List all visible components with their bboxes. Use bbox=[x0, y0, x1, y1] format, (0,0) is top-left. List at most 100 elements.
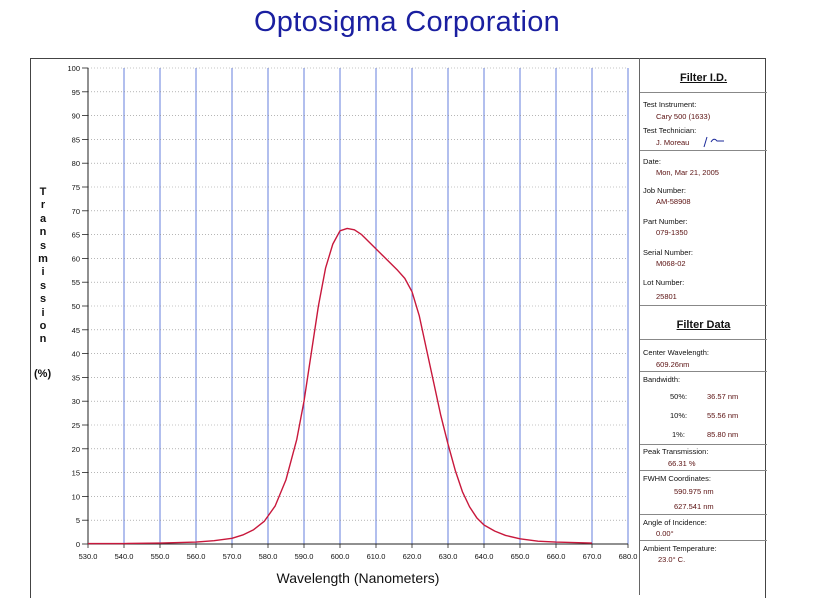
bw50-label: 50%: bbox=[670, 392, 688, 401]
y-label-letter: T bbox=[39, 186, 47, 198]
y-tick-label: 25 bbox=[72, 421, 80, 430]
y-tick-label: 50 bbox=[72, 302, 80, 311]
x-tick-label: 600.0 bbox=[331, 552, 350, 561]
test-technician-value: J. Moreau bbox=[656, 138, 690, 147]
x-tick-label: 590.0 bbox=[295, 552, 314, 561]
info-panel: Filter I.D. Test Instrument: Cary 500 (1… bbox=[639, 58, 767, 595]
bw1-label: 1%: bbox=[672, 430, 685, 439]
center-wavelength-value: 609.26nm bbox=[656, 360, 690, 369]
test-technician-label: Test Technician: bbox=[643, 126, 697, 135]
part-number-label: Part Number: bbox=[643, 217, 688, 226]
bw50-value: 36.57 nm bbox=[707, 392, 739, 401]
x-tick-label: 550.0 bbox=[151, 552, 170, 561]
y-tick-label: 0 bbox=[76, 540, 80, 549]
y-tick-label: 90 bbox=[72, 112, 80, 121]
y-tick-label: 40 bbox=[72, 350, 80, 359]
page-title: Optosigma Corporation bbox=[253, 6, 561, 38]
transmission-curve bbox=[88, 227, 593, 545]
ambient-temperature-label: Ambient Temperature: bbox=[643, 544, 717, 553]
lot-number-label: Lot Number: bbox=[643, 278, 685, 287]
bw10-label: 10%: bbox=[670, 411, 688, 420]
filter-id-heading: Filter I.D. bbox=[679, 72, 728, 84]
y-tick-label: 60 bbox=[72, 254, 80, 263]
x-tick-label: 630.0 bbox=[439, 552, 458, 561]
y-label-letter: n bbox=[39, 226, 47, 239]
x-tick-label: 660.0 bbox=[547, 552, 566, 561]
angle-of-incidence-value: 0.00° bbox=[656, 529, 674, 538]
y-tick-label: 65 bbox=[72, 231, 80, 240]
bw10-value: 55.56 nm bbox=[707, 411, 739, 420]
y-tick-label: 10 bbox=[72, 492, 80, 501]
y-axis-label: T r a n s m i s s i o n bbox=[36, 186, 50, 347]
panel-divider bbox=[640, 470, 767, 471]
bw1-value: 85.80 nm bbox=[707, 430, 739, 439]
angle-of-incidence-label: Angle of Incidence: bbox=[643, 518, 707, 527]
y-tick-label: 75 bbox=[72, 183, 80, 192]
panel-divider bbox=[640, 371, 767, 372]
panel-divider bbox=[640, 444, 767, 445]
filter-data-heading: Filter Data bbox=[676, 319, 731, 331]
y-label-letter: n bbox=[39, 333, 47, 346]
panel-divider bbox=[640, 514, 767, 515]
y-tick-label: 5 bbox=[76, 516, 80, 525]
x-tick-label: 570.0 bbox=[223, 552, 242, 561]
test-instrument-value: Cary 500 (1633) bbox=[656, 112, 711, 121]
panel-divider bbox=[640, 305, 767, 306]
y-label-letter: r bbox=[40, 199, 46, 212]
technician-signature-mark bbox=[703, 136, 724, 148]
panel-divider bbox=[640, 92, 767, 93]
y-tick-label: 35 bbox=[72, 373, 80, 382]
serial-number-value: M068-02 bbox=[656, 259, 686, 268]
x-tick-label: 530.0 bbox=[79, 552, 98, 561]
ambient-temperature-value: 23.0° C. bbox=[658, 555, 686, 564]
x-tick-label: 640.0 bbox=[475, 552, 494, 561]
x-tick-label: 560.0 bbox=[187, 552, 206, 561]
y-tick-label: 20 bbox=[72, 445, 80, 454]
y-tick-label: 70 bbox=[72, 207, 80, 216]
job-number-label: Job Number: bbox=[643, 186, 686, 195]
panel-divider bbox=[640, 150, 767, 151]
x-tick-label: 680.0 bbox=[619, 552, 638, 561]
x-tick-label: 650.0 bbox=[511, 552, 530, 561]
test-instrument-label: Test Instrument: bbox=[643, 100, 697, 109]
y-tick-label: 45 bbox=[72, 326, 80, 335]
y-label-letter: i bbox=[41, 266, 45, 279]
fwhm-value-1: 590.975 nm bbox=[674, 487, 714, 496]
y-label-letter: i bbox=[41, 306, 45, 319]
y-label-letter: s bbox=[39, 279, 47, 292]
fwhm-value-2: 627.541 nm bbox=[674, 502, 714, 511]
x-tick-label: 540.0 bbox=[115, 552, 134, 561]
y-tick-label: 15 bbox=[72, 469, 80, 478]
lot-number-value: 25801 bbox=[656, 292, 677, 301]
bandwidth-label: Bandwidth: bbox=[643, 375, 681, 384]
center-wavelength-label: Center Wavelength: bbox=[643, 348, 710, 357]
date-label: Date: bbox=[643, 157, 661, 166]
y-tick-label: 85 bbox=[72, 135, 80, 144]
panel-divider bbox=[640, 540, 767, 541]
chart-frame bbox=[30, 58, 766, 598]
y-label-letter: m bbox=[38, 253, 48, 266]
peak-transmission-label: Peak Transmission: bbox=[643, 447, 709, 456]
date-value: Mon, Mar 21, 2005 bbox=[656, 168, 719, 177]
y-tick-label: 80 bbox=[72, 159, 80, 168]
y-label-letter: a bbox=[39, 212, 47, 225]
y-tick-label: 100 bbox=[67, 64, 80, 73]
y-label-letter: s bbox=[39, 239, 47, 252]
x-tick-label: 620.0 bbox=[403, 552, 422, 561]
peak-transmission-value: 66.31 % bbox=[668, 459, 696, 468]
serial-number-label: Serial Number: bbox=[643, 248, 694, 257]
y-tick-label: 95 bbox=[72, 88, 80, 97]
y-label-letter: s bbox=[39, 293, 47, 306]
y-axis-unit: (%) bbox=[34, 368, 52, 380]
y-label-letter: o bbox=[39, 320, 47, 333]
y-tick-label: 30 bbox=[72, 397, 80, 406]
y-tick-label: 55 bbox=[72, 278, 80, 287]
fwhm-label: FWHM Coordinates: bbox=[643, 474, 711, 483]
x-axis-label: Wavelength (Nanometers) bbox=[276, 570, 440, 586]
part-number-value: 079-1350 bbox=[656, 228, 688, 237]
job-number-value: AM-58908 bbox=[656, 197, 691, 206]
x-tick-label: 610.0 bbox=[367, 552, 386, 561]
x-tick-label: 670.0 bbox=[583, 552, 602, 561]
x-tick-label: 580.0 bbox=[259, 552, 278, 561]
